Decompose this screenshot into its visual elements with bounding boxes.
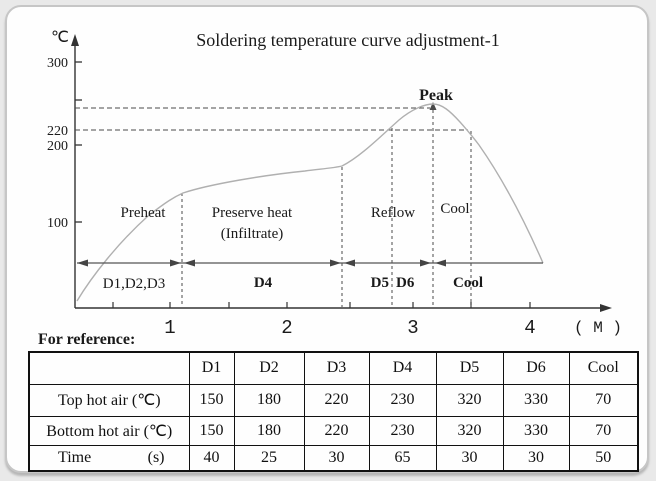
x-axis	[75, 302, 612, 312]
table-cell: 220	[303, 415, 370, 446]
y-axis-unit: ℃	[51, 29, 69, 46]
segment-d123-label: D1,D2,D3	[103, 276, 166, 292]
table-cell: 230	[368, 383, 437, 417]
phase-infiltrate-label: (Infiltrate)	[221, 226, 283, 242]
table-row-bottom-hot-air: Bottom hot air (℃) 150 180 220 230 320 3…	[28, 415, 639, 446]
x-tick-3: 3	[407, 317, 418, 339]
table-header-d6: D6	[502, 351, 570, 385]
table-row-time: Time (s) 40 25 30 65 30 30 50	[28, 444, 639, 472]
segment-d4-label: D4	[254, 275, 273, 291]
chart-title: Soldering temperature curve adjustment-1	[196, 30, 499, 50]
phase-cool-label: Cool	[440, 201, 469, 217]
table-cell: 30	[303, 444, 370, 472]
table-header-cool: Cool	[568, 351, 639, 385]
x-tick-2: 2	[281, 317, 292, 339]
peak-label: Peak	[419, 87, 453, 104]
table-cell: 150	[188, 415, 235, 446]
for-reference-label: For reference:	[38, 331, 135, 348]
table-header-row: D1 D2 D3 D4 D5 D6 Cool	[28, 351, 639, 385]
row-label-top-hot-air: Top hot air (℃)	[28, 383, 190, 417]
table-header-blank	[28, 351, 190, 385]
phase-preheat-label: Preheat	[121, 205, 167, 221]
table-cell: 40	[188, 444, 235, 472]
table-header-d1: D1	[188, 351, 235, 385]
table-cell: 220	[303, 383, 370, 417]
table-cell: 320	[435, 415, 504, 446]
table-cell: 330	[502, 383, 570, 417]
table-header-d2: D2	[233, 351, 305, 385]
table-cell: 150	[188, 383, 235, 417]
segment-d5-label: D5	[371, 275, 389, 291]
table-cell: 30	[435, 444, 504, 472]
temperature-curve	[76, 103, 544, 302]
y-tick-200: 200	[47, 139, 68, 154]
y-tick-300: 300	[47, 56, 68, 71]
table-cell: 30	[502, 444, 570, 472]
peak-pointer-icon	[429, 102, 437, 110]
table-cell: 65	[368, 444, 437, 472]
x-tick-1: 1	[164, 317, 175, 339]
segment-cool-label: Cool	[453, 275, 483, 291]
time-unit: (s)	[147, 448, 165, 466]
row-label-time: Time (s)	[28, 444, 190, 472]
table-header-d3: D3	[303, 351, 370, 385]
y-axis-arrow-icon	[71, 34, 79, 46]
table-cell: 320	[435, 383, 504, 417]
time-label: Time	[58, 448, 92, 466]
row-label-bottom-hot-air: Bottom hot air (℃)	[28, 415, 190, 446]
x-tick-4: 4	[524, 317, 535, 339]
table-cell: 230	[368, 415, 437, 446]
y-axis	[71, 34, 82, 308]
table-cell: 70	[568, 415, 639, 446]
y-tick-100: 100	[47, 216, 68, 231]
segment-span-arrows	[77, 259, 543, 267]
table-cell: 70	[568, 383, 639, 417]
phase-preserve-heat-label: Preserve heat	[212, 205, 293, 221]
table-cell: 25	[233, 444, 305, 472]
phase-reflow-label: Reflow	[371, 205, 415, 221]
table-cell: 180	[233, 415, 305, 446]
reference-table: D1 D2 D3 D4 D5 D6 Cool Top hot air (℃) 1…	[28, 351, 639, 472]
table-cell: 330	[502, 415, 570, 446]
x-axis-unit: ( M )	[574, 319, 622, 337]
temperature-curve-chart: ℃ Soldering temperature curve adjustment…	[38, 29, 622, 348]
table-cell: 180	[233, 383, 305, 417]
table-header-d5: D5	[435, 351, 504, 385]
x-axis-arrow-icon	[600, 304, 612, 312]
table-row-top-hot-air: Top hot air (℃) 150 180 220 230 320 330 …	[28, 383, 639, 417]
y-tick-220: 220	[47, 124, 68, 139]
table-cell: 50	[568, 444, 639, 472]
table-header-d4: D4	[368, 351, 437, 385]
dashed-guides	[75, 107, 472, 307]
segment-d6-label: D6	[396, 275, 415, 291]
